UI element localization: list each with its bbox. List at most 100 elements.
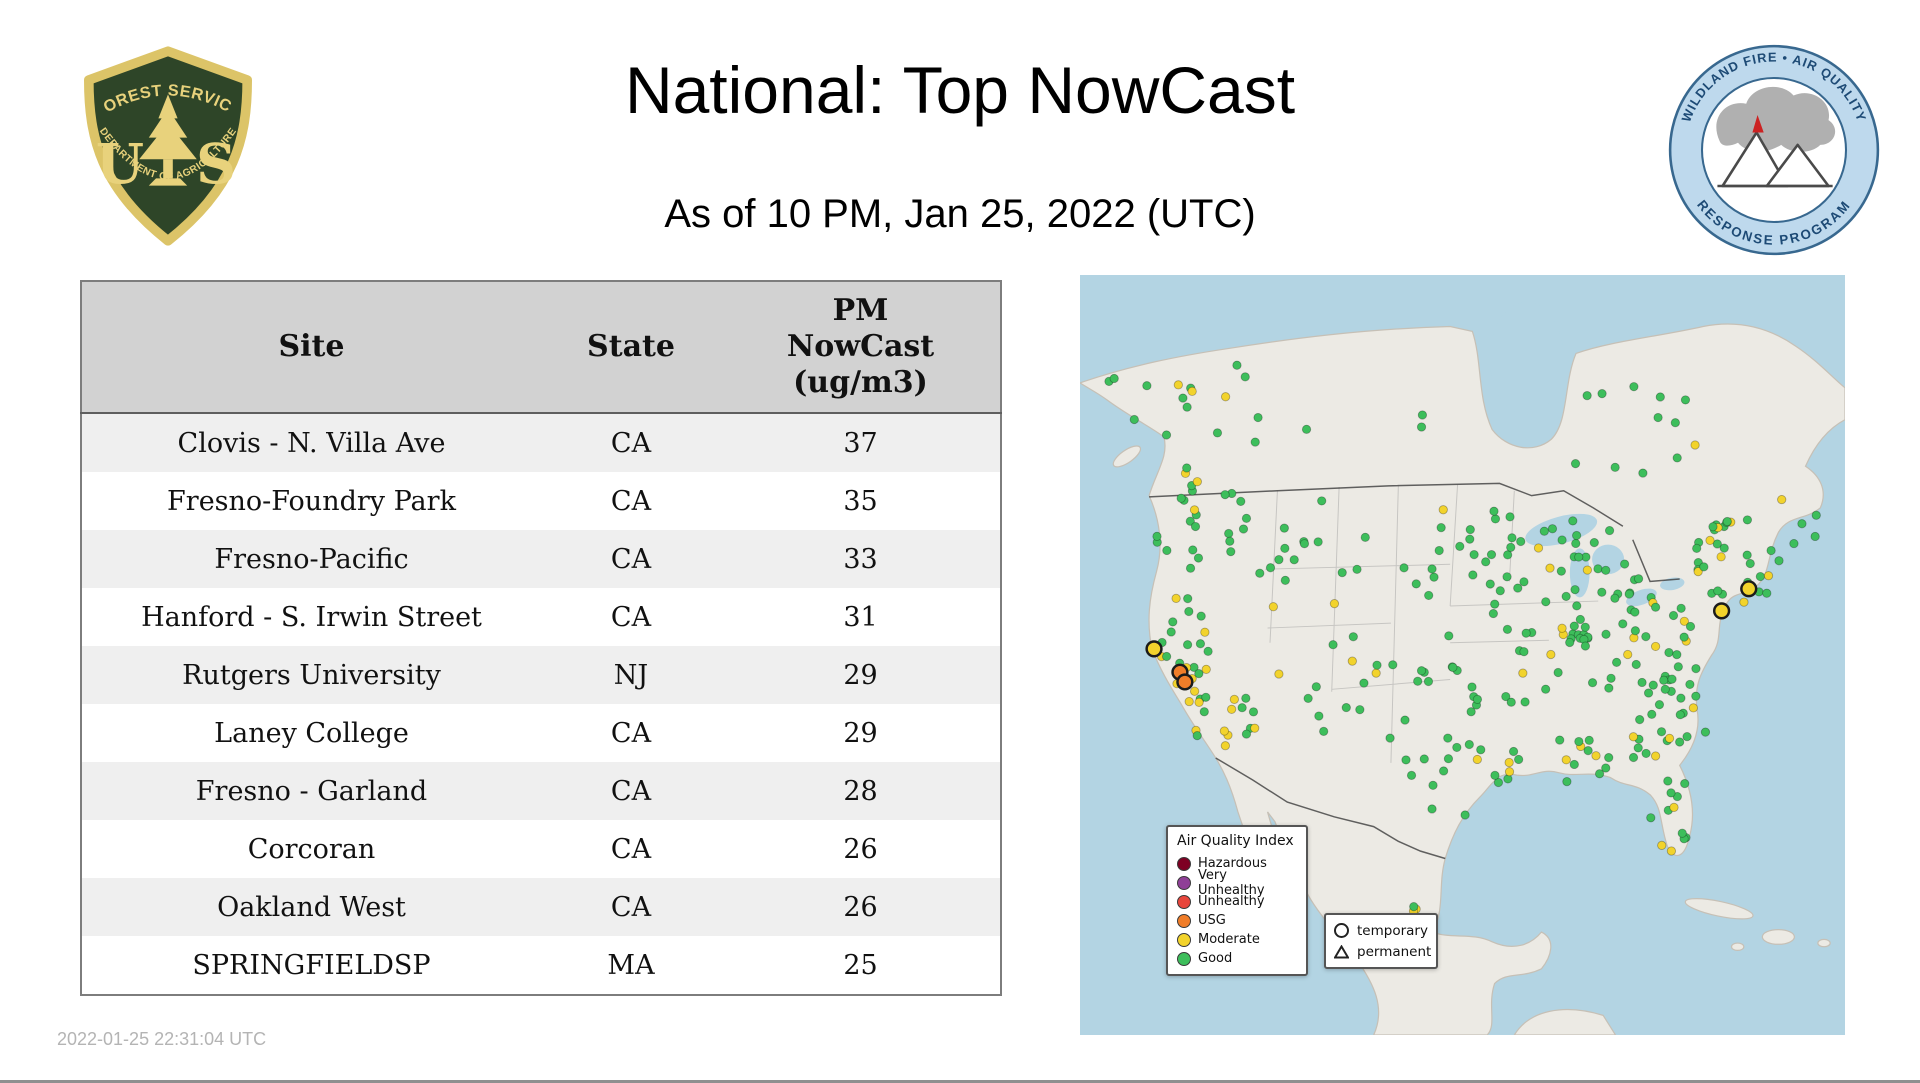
monitor-dot [1502,624,1513,634]
monitor-dot [1635,715,1645,725]
monitor-dot [1610,462,1620,472]
mountains-icon [1717,131,1833,188]
monitor-dot [1513,583,1523,593]
monitor-dot [1580,622,1590,632]
monitor-dot [1633,574,1644,584]
monitor-dot [1371,668,1381,678]
value-cell: 25 [843,949,878,981]
monitor-dot [1708,522,1718,532]
value-cell: 29 [843,717,878,749]
state-cell: CA [610,427,652,459]
monitor-dot [1594,769,1605,779]
monitor-dot [1669,802,1679,812]
monitor-dot [1646,813,1656,823]
monitor-dot [1556,566,1566,576]
shape-legend: temporary permanent [1324,913,1438,969]
site-cell: Fresno - Garland [195,775,428,807]
monitor-dot [1653,412,1663,423]
monitor-dot [1601,565,1611,575]
monitor-dot [1633,743,1643,753]
monitor-dot [1650,751,1661,761]
island-vancouver [1112,445,1142,468]
legend-label: USG [1198,913,1226,928]
monitor-dot [1637,677,1647,688]
legend-item: USG [1177,911,1297,930]
temporary-monitor-marker [1145,640,1163,658]
monitor-dot [1341,702,1351,713]
monitor-dot [1521,628,1531,638]
site-cell: Oakland West [217,891,406,923]
monitor-dot [1641,748,1651,759]
monitor-dot [1675,737,1685,747]
monitor-dot [1347,656,1357,666]
site-cell: Rutgers University [182,659,441,691]
monitor-dot [1503,550,1513,560]
monitor-dot [1486,550,1497,560]
monitor-dot [1555,735,1565,745]
site-cell: Fresno-Foundry Park [167,485,456,517]
monitor-dot [1677,828,1687,838]
monitor-dot [1680,778,1690,789]
site-cell: Clovis - N. Villa Ave [177,427,446,459]
site-cell: Laney College [214,717,409,749]
monitor-dot [1201,692,1211,702]
monitor-dot [1248,707,1259,717]
monitor-dot [1675,710,1685,720]
monitor-dot [1519,577,1529,587]
table-body: Clovis - N. Villa Ave CA 37 Fresno-Foundry … [81,413,1001,995]
monitor-dot [1739,597,1749,607]
island-jamaica [1730,942,1745,952]
monitor-dot [1604,683,1614,693]
temporary-monitor-marker [1176,673,1194,691]
monitor-dot [1255,568,1265,578]
monitor-dot [1641,632,1651,642]
monitor-dot [1610,593,1620,603]
monitor-dot [1745,558,1755,569]
monitor-dot [1568,516,1578,526]
site-cell: Hanford - S. Irwin Street [141,601,482,633]
monitor-dot [1584,735,1594,745]
legend-label: permanent [1357,943,1432,960]
monitor-dot [1663,776,1673,786]
monitor-dot [1423,676,1434,687]
monitor-dot [1571,538,1581,549]
monitor-dot [1192,731,1202,741]
table-row: Clovis - N. Villa Ave CA 37 [81,413,1001,472]
legend-item: Hazardous [1177,854,1297,873]
monitor-dot [1188,545,1198,555]
monitor-dot [1171,593,1181,603]
monitor-dot [1182,463,1192,473]
monitor-dot [1676,603,1686,613]
monitor-dot [1507,533,1517,543]
monitor-dot [1676,693,1686,703]
monitor-dot [1742,515,1753,525]
monitor-dot [1182,640,1193,650]
monitor-dot [1547,524,1558,534]
monitor-dot [1200,627,1210,637]
monitor-dot [1190,521,1201,532]
monitor-dot [1289,555,1299,565]
island-cuba [1684,897,1754,920]
monitor-dot [1546,649,1556,660]
monitor-dot [1574,552,1584,562]
monitor-dot [1203,646,1213,656]
monitor-dot [1516,536,1526,547]
monitor-dot [1755,571,1765,582]
value-cell: 26 [843,891,878,923]
monitor-dot [1434,545,1444,556]
monitor-dot [1565,637,1575,648]
monitor-dot [1601,763,1611,773]
monitor-dot [1427,564,1437,574]
value-cell: 31 [843,601,878,633]
table-row: Fresno-Foundry Park CA 35 [81,472,1001,530]
state-cell: MA [607,949,655,981]
aqi-legend-items: Hazardous Very Unhealthy Unhealthy USG Moder… [1177,854,1297,968]
monitor-dot [1690,440,1700,450]
monitor-dot [1789,538,1799,549]
monitor-dot [1797,519,1807,529]
monitor-dot [1279,523,1289,533]
monitor-dot [1712,539,1722,549]
site-cell: Corcoran [247,833,376,865]
monitor-dot [1195,639,1206,649]
value-cell: 26 [843,833,878,865]
